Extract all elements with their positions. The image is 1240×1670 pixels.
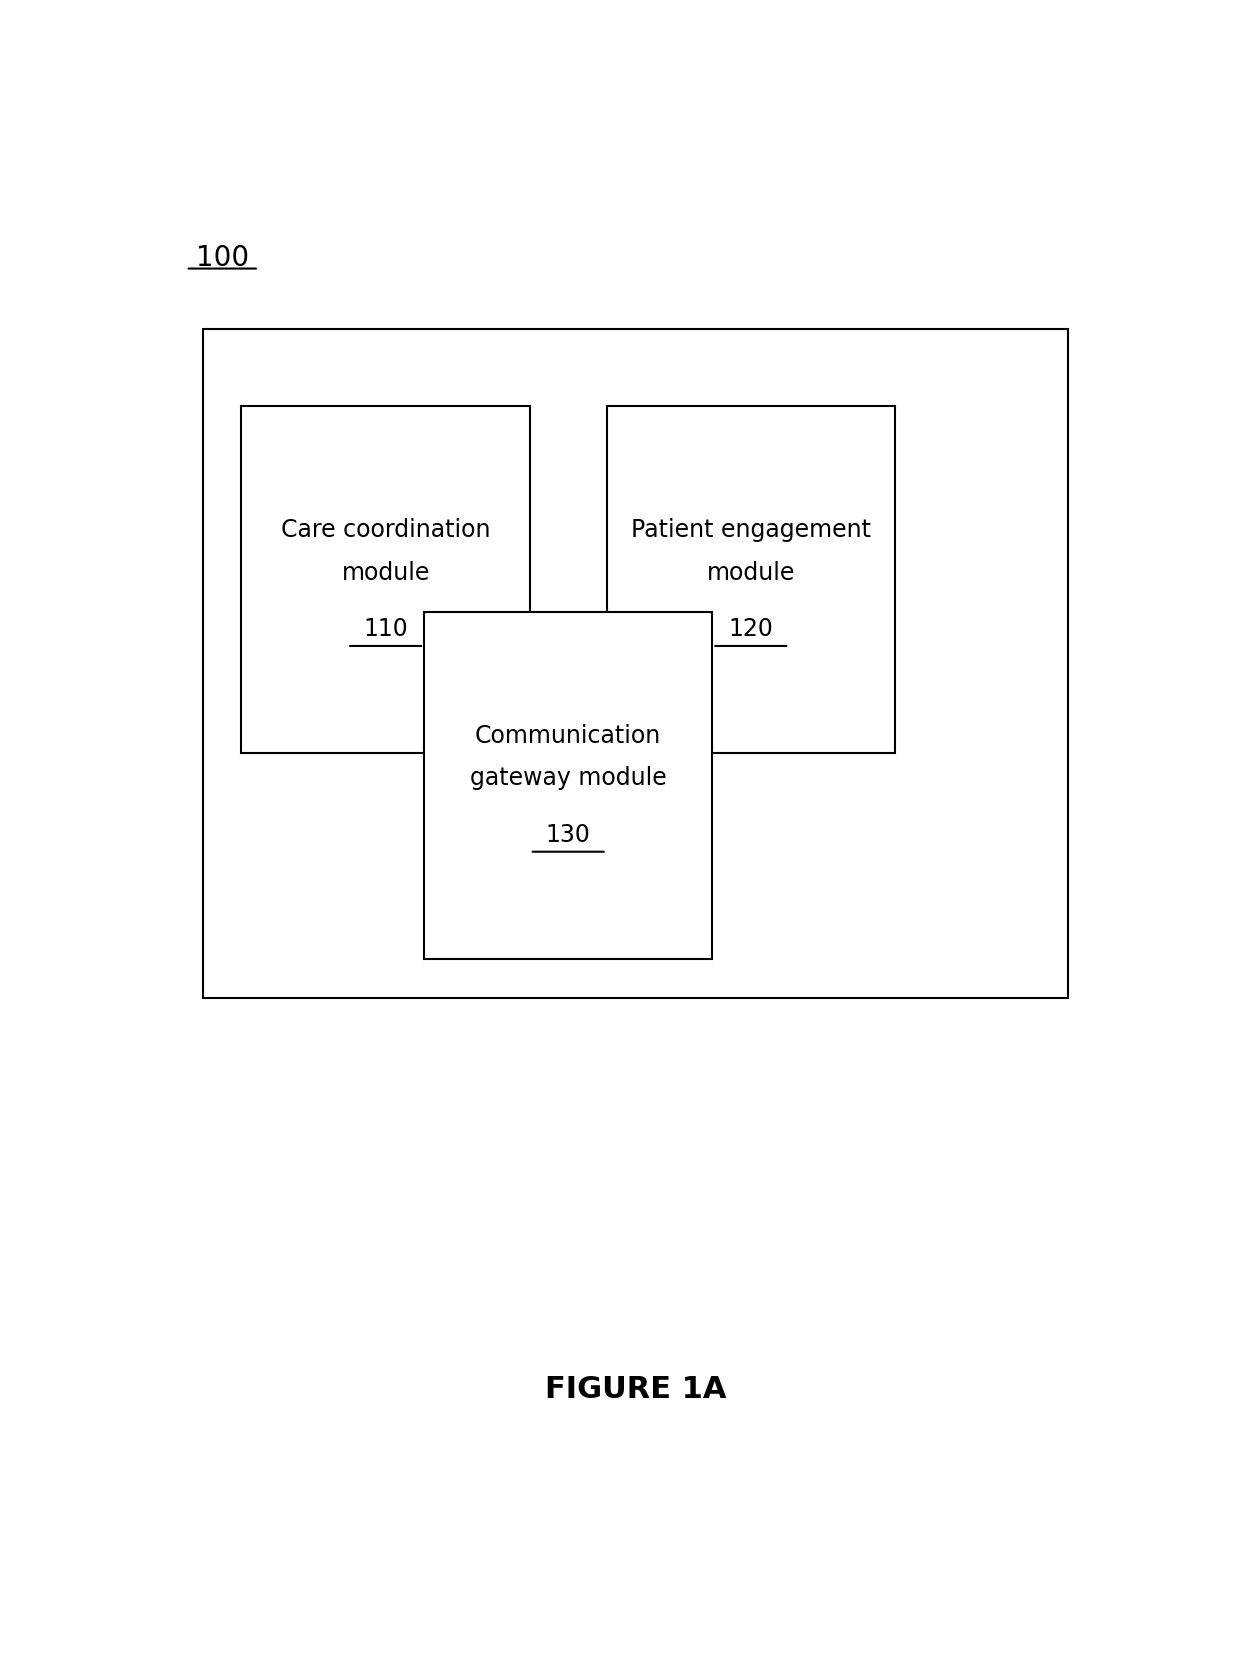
Text: module: module bbox=[341, 561, 430, 584]
Text: 130: 130 bbox=[546, 823, 590, 847]
Text: Care coordination: Care coordination bbox=[281, 518, 490, 543]
Text: module: module bbox=[707, 561, 795, 584]
Text: 120: 120 bbox=[728, 618, 774, 641]
Text: gateway module: gateway module bbox=[470, 767, 667, 790]
Text: 110: 110 bbox=[363, 618, 408, 641]
Text: Patient engagement: Patient engagement bbox=[631, 518, 870, 543]
Bar bbox=[606, 406, 895, 753]
Bar bbox=[242, 406, 529, 753]
Bar bbox=[203, 329, 1068, 997]
Text: FIGURE 1A: FIGURE 1A bbox=[544, 1376, 727, 1404]
Bar bbox=[424, 611, 713, 959]
Text: Communication: Communication bbox=[475, 725, 661, 748]
Text: 100: 100 bbox=[196, 244, 249, 272]
